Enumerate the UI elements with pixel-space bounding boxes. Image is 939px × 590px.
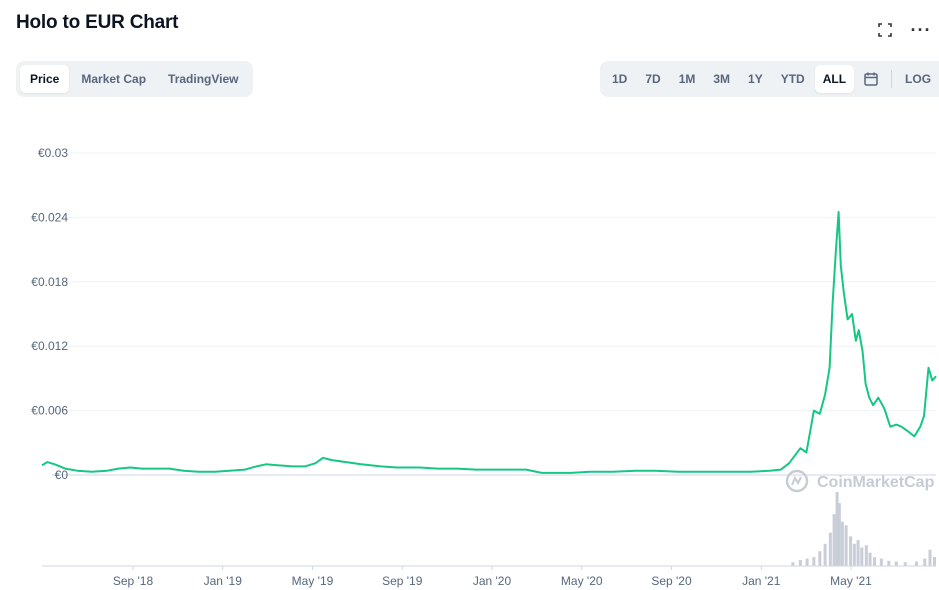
volume-bar — [864, 545, 868, 566]
volume-bar — [823, 543, 827, 566]
price-chart[interactable]: €0.03 €0.024 €0.018 €0.012 €0.006 €0 CoinMark… — [0, 100, 939, 590]
range-ytd[interactable]: YTD — [780, 72, 805, 86]
volume-bar — [791, 562, 795, 566]
watermark-text: CoinMarketCap — [817, 474, 935, 491]
price-series — [41, 211, 937, 474]
fullscreen-icon[interactable] — [873, 18, 897, 42]
volume-bar — [835, 492, 839, 566]
x-tick-label: Sep '20 — [651, 574, 692, 588]
volume-bar — [812, 557, 816, 566]
volume-bar — [844, 525, 848, 566]
volume-bar — [856, 540, 860, 566]
tab-price[interactable]: Price — [20, 65, 70, 93]
volume-bar — [928, 549, 932, 566]
x-tick-label: May '20 — [561, 574, 603, 588]
page-title: Holo to EUR Chart — [16, 12, 179, 33]
x-tick-label: Sep '18 — [113, 574, 154, 588]
more-dots-icon[interactable]: ··· — [910, 20, 932, 40]
volume-bar — [840, 521, 844, 566]
tab-tradingview[interactable]: TradingView — [168, 72, 239, 86]
volume-bar — [849, 536, 853, 566]
volume-bar — [894, 561, 898, 566]
y-axis: €0.03 €0.024 €0.018 €0.012 €0.006 €0 — [31, 146, 68, 482]
volume-bar — [915, 561, 919, 566]
x-tick-label: Jan '20 — [473, 574, 512, 588]
grid-lines — [52, 152, 936, 476]
volume-bars — [791, 492, 937, 566]
x-tick-label: Sep '19 — [382, 574, 423, 588]
volume-bar — [933, 557, 937, 566]
x-tick-label: May '21 — [830, 574, 872, 588]
range-1m[interactable]: 1M — [678, 72, 696, 86]
volume-bar — [868, 552, 872, 566]
x-tick-label: Jan '19 — [204, 574, 243, 588]
calendar-icon[interactable] — [856, 65, 886, 93]
volume-bar — [903, 562, 907, 566]
tab-market-cap[interactable]: Market Cap — [81, 72, 147, 86]
volume-bar — [828, 532, 832, 566]
volume-bar — [879, 558, 883, 566]
price-line — [41, 211, 937, 474]
volume-bar — [923, 558, 927, 566]
range-1y[interactable]: 1Y — [748, 72, 763, 86]
range-divider — [891, 70, 893, 88]
volume-bar — [873, 557, 877, 566]
chart-view-tabs: Price Market Cap TradingView — [16, 61, 253, 97]
volume-bar — [837, 503, 841, 566]
y-tick-label: €0.006 — [31, 404, 68, 418]
volume-bar — [832, 514, 836, 566]
x-axis: Sep '18 Jan '19 May '19 Sep '19 Jan '20 May '… — [42, 565, 936, 588]
range-all[interactable]: ALL — [814, 65, 855, 93]
y-tick-label: €0.024 — [31, 210, 68, 224]
watermark: CoinMarketCap — [785, 469, 935, 493]
log-scale-toggle[interactable]: LOG — [905, 72, 932, 86]
y-tick-label: €0.018 — [31, 275, 68, 289]
volume-bar — [805, 558, 809, 566]
coinmarketcap-logo-icon — [785, 469, 809, 493]
range-3m[interactable]: 3M — [713, 72, 731, 86]
time-range-tabs: 1D 7D 1M 3M 1Y YTD ALL LOG — [600, 61, 939, 97]
volume-bar — [887, 560, 891, 566]
chart-actions: ··· — [869, 18, 939, 42]
y-tick-label: €0.012 — [31, 339, 68, 353]
y-tick-label: €0.03 — [38, 146, 68, 160]
y-tick-label: €0 — [55, 468, 69, 482]
volume-bar — [818, 551, 822, 566]
x-tick-label: May '19 — [292, 574, 334, 588]
x-tick-label: Jan '21 — [742, 574, 781, 588]
volume-bar — [852, 543, 856, 566]
volume-bar — [798, 560, 802, 566]
range-7d[interactable]: 7D — [645, 72, 661, 86]
volume-bar — [860, 547, 864, 566]
range-1d[interactable]: 1D — [612, 72, 628, 86]
